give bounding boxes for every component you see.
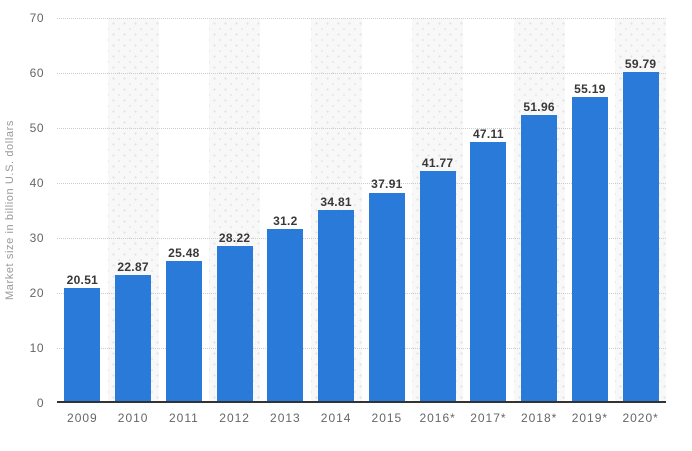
gridline xyxy=(57,183,666,184)
bar-2015[interactable] xyxy=(368,192,405,401)
x-label-2018*: 2018* xyxy=(520,411,558,425)
x-label-2020*: 2020* xyxy=(622,411,659,425)
y-tick-label: 20 xyxy=(29,286,44,300)
x-label-2012: 2012 xyxy=(219,411,250,425)
bar-2016*[interactable] xyxy=(419,171,456,401)
bar-value-label: 37.91 xyxy=(371,177,403,192)
bar-2017*[interactable] xyxy=(470,141,507,401)
bar-value-label: 31.2 xyxy=(273,214,298,229)
bar-2011[interactable] xyxy=(165,260,202,401)
bar-value-label: 34.81 xyxy=(320,194,352,209)
gridline xyxy=(57,73,666,74)
bar-2014[interactable] xyxy=(318,209,355,401)
y-tick-label: 50 xyxy=(29,121,44,135)
bar-2018*[interactable] xyxy=(521,115,558,401)
bar-2020*[interactable] xyxy=(622,72,659,401)
bar-value-label: 25.48 xyxy=(168,245,200,260)
bar-value-label: 55.19 xyxy=(574,82,606,97)
plot-area: 20.51 22.87 25.48 28.22 31.2 34.81 37.91 41.77 4… xyxy=(57,18,666,403)
bar-value-label: 22.87 xyxy=(117,260,149,275)
bar-2019*[interactable] xyxy=(571,97,608,401)
x-label-2014: 2014 xyxy=(320,411,352,425)
gridline xyxy=(57,128,666,129)
y-tick-label: 0 xyxy=(36,396,44,410)
bar-value-label: 41.77 xyxy=(421,156,454,171)
bar-2010[interactable] xyxy=(115,275,152,401)
bar-2009[interactable] xyxy=(64,288,101,401)
x-label-2013: 2013 xyxy=(270,411,301,425)
y-tick-label: 60 xyxy=(29,66,44,80)
bar-value-label: 20.51 xyxy=(66,273,99,288)
bar-2013[interactable] xyxy=(267,229,304,401)
bar-value-label: 28.22 xyxy=(218,230,251,245)
bar-2012[interactable] xyxy=(216,245,253,401)
x-label-2016*: 2016* xyxy=(419,411,456,425)
x-label-2015: 2015 xyxy=(371,411,403,425)
gridline xyxy=(57,348,666,349)
y-tick-label: 10 xyxy=(29,341,44,355)
gridline xyxy=(57,238,666,239)
gridline xyxy=(57,293,666,294)
x-label-2011: 2011 xyxy=(168,411,199,425)
bar-value-label: 59.79 xyxy=(624,57,657,72)
x-label-2019*: 2019* xyxy=(571,411,609,425)
bar-value-label: 47.11 xyxy=(472,126,504,141)
bar-value-label: 51.96 xyxy=(523,100,555,115)
x-label-2009: 2009 xyxy=(67,411,98,425)
y-tick-label: 70 xyxy=(29,11,44,25)
gridline xyxy=(57,18,666,19)
x-label-2017*: 2017* xyxy=(470,411,507,425)
x-label-2010: 2010 xyxy=(117,411,149,425)
y-tick-label: 40 xyxy=(29,176,44,190)
y-tick-label: 30 xyxy=(29,231,44,245)
